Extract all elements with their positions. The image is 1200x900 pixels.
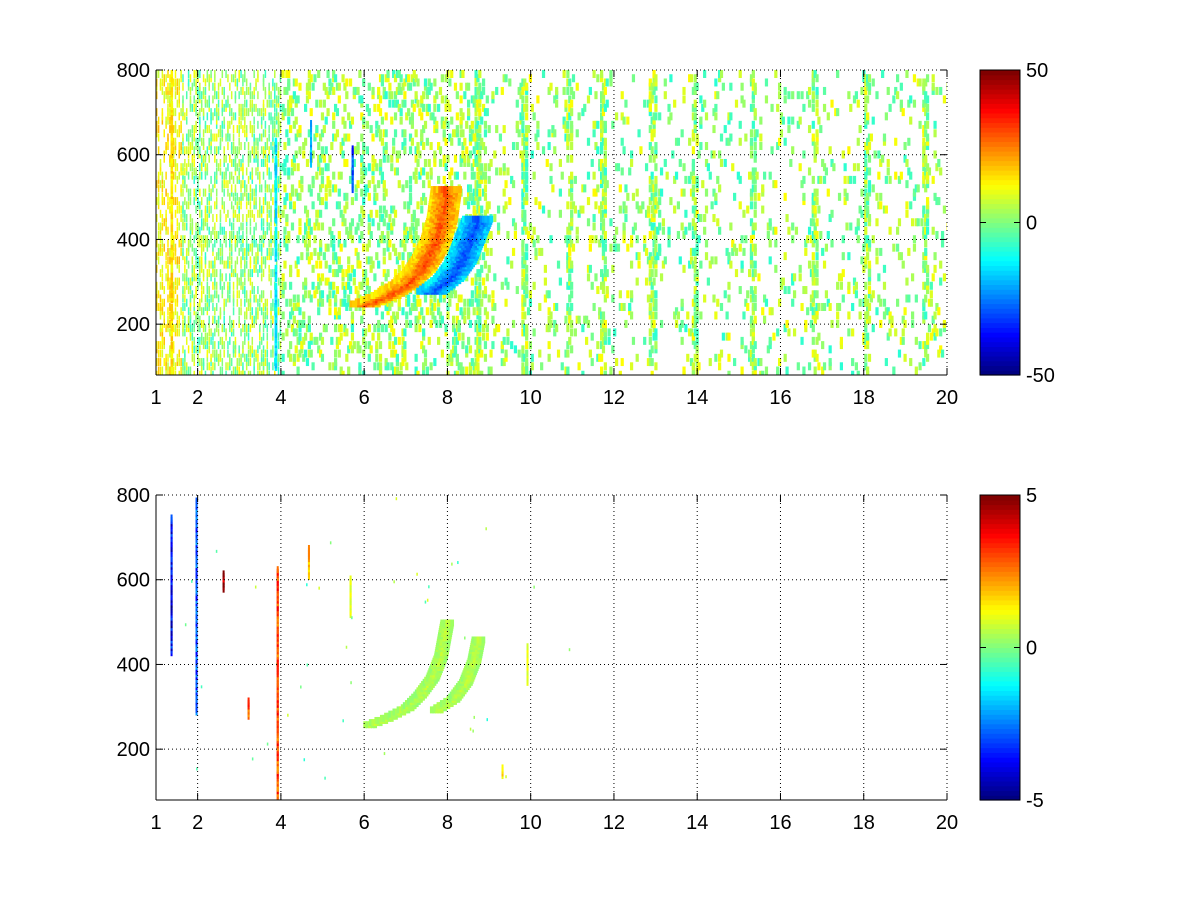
y-tick-label: 200	[117, 739, 150, 761]
x-tick-label: 16	[769, 812, 791, 834]
x-tick-label: 20	[936, 812, 958, 834]
y-tick-label: 600	[117, 570, 150, 592]
colorbar-tick-label: 5	[1026, 485, 1037, 507]
heatmap-cells	[156, 70, 947, 375]
x-tick-label: 8	[442, 387, 453, 409]
colorbar-tick-label: 50	[1026, 60, 1048, 82]
x-tick-label: 4	[275, 387, 286, 409]
colorbar: -5 0 5	[979, 485, 1044, 812]
x-tick-label: 14	[686, 812, 708, 834]
x-tick-label: 1	[150, 812, 161, 834]
colorbar-tick-label: 0	[1026, 638, 1037, 660]
colorbar-tick-label: 0	[1026, 213, 1037, 235]
colorbar-tick-label: -50	[1026, 365, 1055, 387]
y-tick-label: 600	[117, 145, 150, 167]
x-tick-label: 6	[359, 812, 370, 834]
y-tick-label: 400	[117, 654, 150, 676]
grid	[156, 69, 948, 375]
colorbar: -50 0 50	[979, 60, 1055, 387]
x-tick-label: 8	[442, 812, 453, 834]
y-tick-label: 400	[117, 229, 150, 251]
x-tick-label: 10	[520, 387, 542, 409]
grid	[156, 494, 948, 800]
x-tick-label: 18	[853, 387, 875, 409]
x-tick-label: 20	[936, 387, 958, 409]
x-tick-label: 18	[853, 812, 875, 834]
x-tick-label: 14	[686, 387, 708, 409]
x-tick-label: 12	[603, 812, 625, 834]
x-tick-label: 10	[520, 812, 542, 834]
x-tick-label: 1	[150, 387, 161, 409]
y-tick-label: 200	[117, 314, 150, 336]
y-tick-label: 800	[117, 60, 150, 82]
y-tick-label: 800	[117, 485, 150, 507]
x-tick-label: 2	[192, 812, 203, 834]
x-tick-label: 16	[769, 387, 791, 409]
x-tick-label: 6	[359, 387, 370, 409]
x-tick-label: 4	[275, 812, 286, 834]
x-tick-label: 2	[192, 387, 203, 409]
x-tick-label: 12	[603, 387, 625, 409]
colorbar-tick-label: -5	[1026, 790, 1044, 812]
heatmap-cells	[170, 497, 571, 800]
